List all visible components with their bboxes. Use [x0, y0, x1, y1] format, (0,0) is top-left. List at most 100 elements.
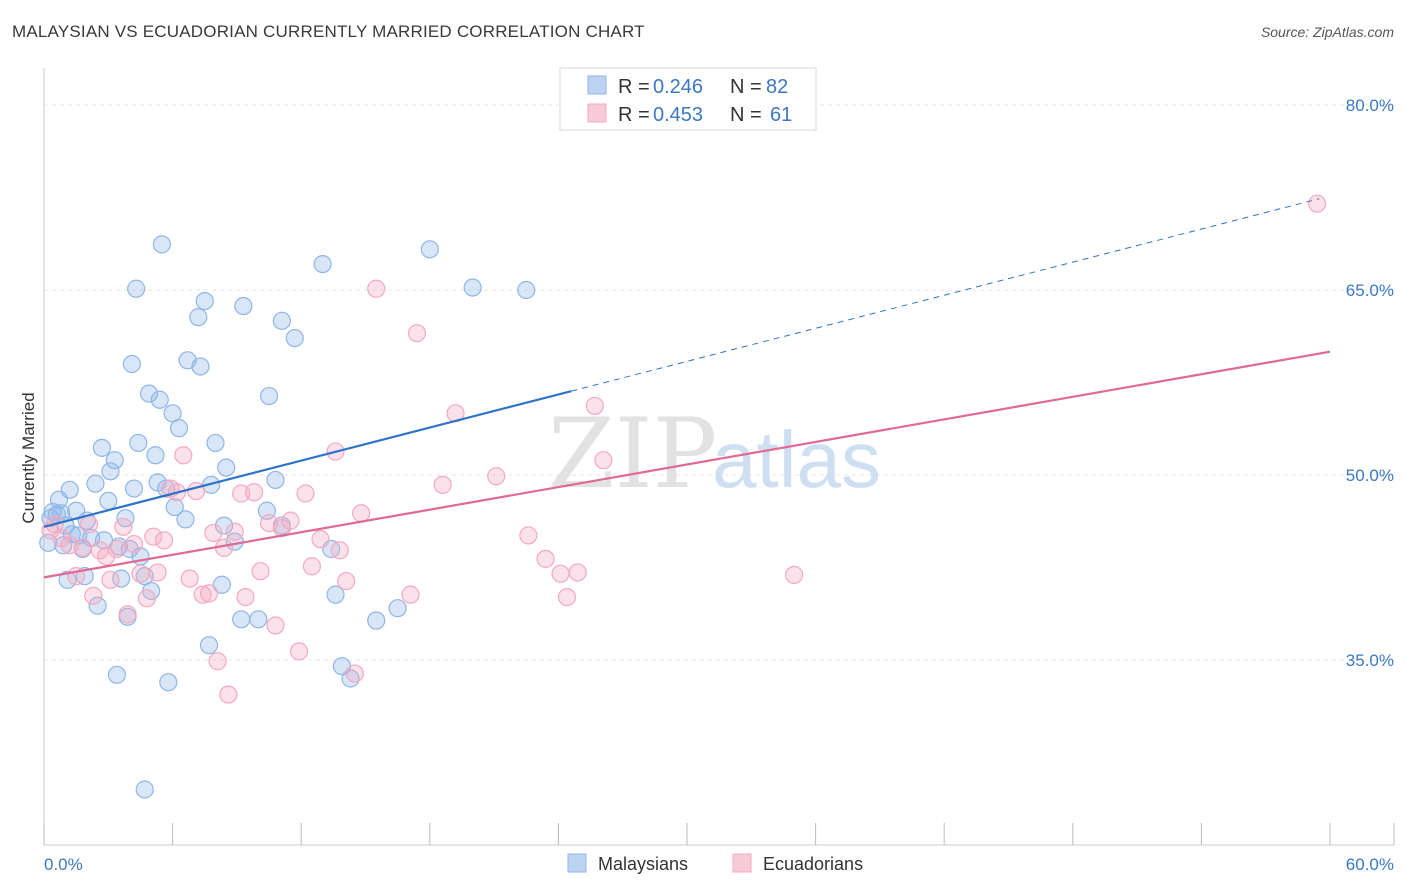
ecuadorian-point-23 [180, 569, 199, 588]
malaysian-point-31 [124, 479, 144, 498]
malaysian-point-71 [326, 585, 345, 604]
ecuadorian-point-45 [330, 541, 349, 560]
ecuadorian-trend-line [43, 350, 1331, 579]
ecuadorian-point-7 [84, 586, 103, 605]
legend-swatch-malaysians [587, 75, 607, 95]
ecuadorian-point-41 [296, 484, 315, 503]
ecuadorian-point-17 [144, 527, 163, 546]
malaysian-point-75 [388, 599, 407, 618]
malaysian-point-57 [214, 516, 234, 535]
legend-n-label-1: N = [730, 104, 762, 126]
series-swatch-malaysians [567, 853, 587, 873]
malaysian-point-19 [92, 438, 111, 457]
x-tick-label-1: 60.0% [1346, 855, 1394, 874]
malaysian-point-78 [517, 280, 536, 300]
malaysian-point-48 [176, 510, 195, 529]
ecuadorian-point-27 [204, 523, 223, 543]
series-legend: Malaysians Ecuadorians [567, 853, 863, 874]
ecuadorian-point-22 [174, 446, 193, 465]
ecuadorian-point-37 [266, 616, 285, 635]
axes [43, 68, 1394, 846]
y-tick-label-3: 80.0% [1346, 96, 1394, 115]
ecuadorian-point-54 [487, 467, 506, 486]
malaysian-point-61 [234, 296, 253, 316]
malaysian-point-39 [146, 446, 165, 465]
ecuadorian-point-61 [594, 451, 613, 470]
legend-n-value-1: 61 [770, 104, 792, 126]
malaysian-point-56 [212, 575, 231, 594]
chart-title: MALAYSIAN VS ECUADORIAN CURRENTLY MARRIE… [12, 22, 645, 41]
ecuadorian-point-30 [219, 685, 238, 704]
legend-n-value-0: 82 [766, 76, 788, 98]
malaysian-point-76 [420, 240, 439, 259]
ecuadorian-point-18 [148, 563, 167, 582]
ecuadorian-point-60 [585, 396, 604, 416]
ecuadorian-point-47 [345, 664, 364, 683]
malaysian-point-53 [199, 636, 219, 655]
malaysian-point-37 [139, 384, 159, 403]
grid-lines [44, 104, 1394, 661]
malaysian-point-9 [60, 480, 79, 499]
malaysian-point-58 [217, 458, 236, 477]
ecuadorian-point-39 [281, 511, 300, 530]
ecuadorian-point-42 [302, 557, 322, 576]
malaysian-point-55 [206, 433, 225, 453]
ecuadorian-point-16 [137, 589, 156, 608]
malaysian-point-46 [165, 497, 184, 517]
ecuadorian-point-57 [551, 564, 570, 583]
ecuadorian-point-35 [251, 562, 270, 581]
legend-r-value-1: 0.453 [653, 104, 703, 126]
malaysian-point-36 [135, 780, 154, 799]
legend-r-label-1: R = [618, 104, 650, 126]
ecuadorian-point-58 [557, 587, 577, 607]
ecuadorian-point-49 [367, 279, 386, 298]
watermark-atlas: atlas [712, 415, 881, 504]
ecuadorian-point-14 [124, 534, 144, 554]
legend-r-label-0: R = [618, 76, 650, 98]
malaysian-point-47 [169, 419, 189, 438]
ecuadorian-point-46 [337, 571, 356, 591]
ecuadorian-point-51 [407, 324, 427, 343]
malaysian-point-33 [129, 433, 148, 453]
malaysian-point-74 [367, 611, 386, 630]
ecuadorian-point-11 [107, 539, 126, 559]
ecuadorian-point-55 [519, 526, 538, 545]
malaysian-point-18 [88, 596, 107, 615]
y-tick-label-0: 35.0% [1346, 651, 1394, 670]
legend-n-label-0: N = [730, 76, 762, 98]
ecuadorian-point-26 [199, 584, 219, 603]
y-tick-label-1: 50.0% [1346, 466, 1394, 485]
series-label-ecuadorians: Ecuadorians [763, 854, 863, 874]
malaysian-point-43 [157, 479, 176, 498]
malaysian-point-67 [272, 311, 292, 330]
malaysian-point-30 [122, 354, 141, 374]
ecuadorian-point-9 [97, 547, 116, 566]
ecuadorian-point-32 [232, 484, 251, 503]
ecuadorian-point-13 [118, 605, 137, 624]
ecuadorian-point-48 [352, 504, 371, 523]
ecuadorian-point-62 [785, 565, 804, 585]
ecuadorian-point-25 [193, 585, 212, 604]
ecuadorian-point-28 [208, 652, 227, 671]
malaysian-point-44 [159, 673, 178, 692]
y-tick-label-2: 65.0% [1346, 281, 1394, 300]
x-ticks [43, 823, 1395, 845]
ecuadorian-point-50 [401, 585, 420, 604]
ecuadorian-point-56 [536, 549, 555, 568]
ecuadorian-point-31 [225, 522, 244, 541]
ecuadorian-point-19 [154, 531, 174, 550]
x-tick-labels: 0.0% 60.0% [44, 855, 1394, 874]
malaysian-point-17 [86, 474, 105, 493]
malaysian-trend-extension [571, 198, 1320, 392]
stats-legend: R = 0.246 N = 82 R = 0.453 N = 61 [559, 67, 817, 131]
malaysian-point-10 [62, 525, 81, 544]
malaysian-point-50 [189, 308, 208, 327]
malaysian-point-60 [232, 610, 251, 629]
ecuadorian-point-6 [79, 515, 99, 534]
ecuadorian-point-40 [289, 642, 309, 661]
ecuadorian-point-43 [311, 530, 330, 549]
ecuadorian-point-63 [1308, 194, 1327, 213]
malaysian-point-62 [249, 610, 268, 629]
ecuadorian-point-10 [101, 570, 120, 589]
